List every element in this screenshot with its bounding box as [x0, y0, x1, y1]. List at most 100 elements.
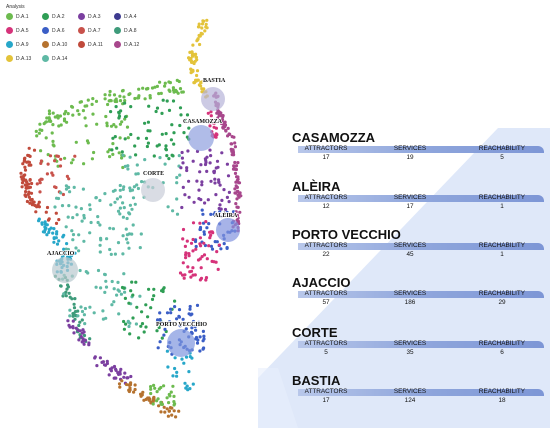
map-dot — [116, 209, 121, 213]
map-dot — [214, 126, 218, 130]
map-dot — [79, 305, 83, 309]
map-dot — [199, 244, 203, 248]
map-dot — [217, 178, 221, 182]
map-dot — [71, 233, 76, 237]
legend-item: D.A.7 — [78, 27, 101, 34]
map-dot — [121, 153, 125, 157]
map-dot — [62, 119, 67, 123]
map-dot — [104, 285, 109, 289]
legend-swatch — [78, 13, 85, 20]
map-dot — [152, 154, 156, 158]
map-dot — [86, 98, 90, 102]
map-dot — [181, 317, 185, 321]
map-dot — [186, 265, 190, 269]
map-dot — [88, 207, 92, 211]
map-dot — [200, 26, 204, 30]
map-dot — [77, 249, 81, 253]
map-dot — [22, 157, 27, 161]
map-dot — [124, 227, 128, 231]
col-services: SERVICES — [393, 340, 427, 347]
map-dot — [239, 194, 243, 198]
map-dot — [151, 402, 155, 406]
map-dot — [202, 230, 206, 234]
map-dot — [149, 391, 153, 396]
map-dot — [68, 308, 72, 312]
map-dot — [63, 156, 67, 160]
map-dot — [214, 132, 218, 136]
map-dot — [191, 249, 195, 253]
map-dot — [82, 330, 86, 334]
map-dot — [27, 186, 31, 190]
map-dot — [172, 131, 176, 135]
map-dot — [108, 93, 112, 97]
map-dot — [185, 113, 190, 117]
map-dot — [95, 364, 99, 368]
map-dot — [68, 295, 72, 299]
map-dot — [220, 117, 225, 122]
map-dot — [53, 115, 57, 119]
map-dot — [158, 323, 162, 327]
value-services: 19 — [406, 154, 414, 161]
map-dot — [48, 154, 53, 158]
map-dot — [190, 326, 194, 330]
map-dot — [40, 128, 44, 132]
map-dot — [59, 284, 63, 288]
map-dot — [158, 156, 162, 160]
map-dot — [103, 192, 107, 196]
map-dot — [197, 197, 201, 201]
map-dot — [122, 327, 126, 331]
map-dot — [209, 110, 213, 114]
map-dot — [220, 120, 224, 124]
map-dot — [51, 111, 55, 115]
map-dot — [205, 257, 209, 261]
map-dot — [33, 203, 37, 208]
map-dot — [157, 92, 161, 96]
map-dot — [54, 211, 58, 215]
map-dot — [61, 235, 65, 239]
map-dot — [73, 251, 77, 255]
map-dot — [74, 140, 78, 144]
map-dot — [178, 123, 182, 128]
map-dot — [194, 337, 198, 341]
map-dot — [221, 125, 225, 130]
map-dot — [68, 190, 72, 194]
highlight-circle — [188, 125, 214, 151]
stat-values: 12 17 1 — [292, 202, 544, 210]
map-dot — [51, 123, 55, 127]
map-dot — [191, 43, 195, 47]
map-dot — [212, 171, 216, 175]
map-dot — [199, 163, 203, 167]
map-dot — [183, 381, 187, 385]
map-dot — [53, 159, 57, 163]
map-dot — [202, 241, 206, 245]
map-dot — [234, 210, 238, 214]
map-dot — [134, 322, 138, 326]
legend-item: D.A.13 — [6, 55, 31, 62]
map-dot — [233, 187, 237, 191]
map-dot — [82, 313, 86, 317]
map-dot — [29, 198, 34, 202]
map-dot — [108, 226, 112, 230]
map-dot — [118, 206, 122, 210]
map-dot — [185, 166, 189, 170]
map-dot — [110, 366, 114, 370]
legend-label: D.A.4 — [124, 13, 137, 20]
map-dot — [82, 342, 86, 346]
map-dot — [55, 230, 59, 234]
map-dot — [72, 306, 77, 310]
map-dot — [51, 173, 55, 177]
map-dot — [81, 187, 85, 191]
map-dot — [69, 161, 74, 165]
map-dot — [83, 104, 87, 108]
map-dot — [51, 139, 55, 143]
map-dot — [130, 188, 135, 192]
map-dot — [112, 123, 116, 127]
map-dot — [126, 164, 130, 168]
map-dot — [85, 139, 90, 143]
map-dot — [217, 114, 222, 118]
map-dot — [114, 105, 118, 109]
legend-swatch — [42, 55, 49, 62]
map-dot — [112, 93, 117, 97]
map-dot — [199, 266, 203, 270]
map-dot — [182, 131, 186, 135]
